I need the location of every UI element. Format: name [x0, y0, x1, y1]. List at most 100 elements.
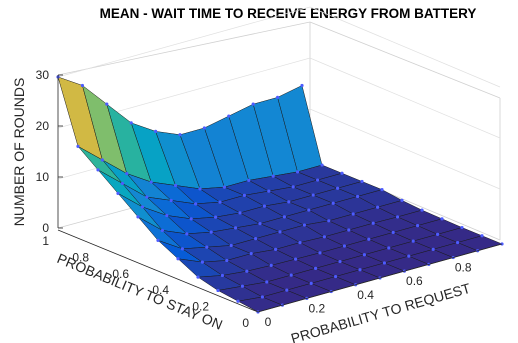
chart-title: MEAN - WAIT TIME TO RECEIVE ENERGY FROM … — [100, 6, 477, 21]
data-point — [396, 215, 400, 219]
data-point — [340, 171, 344, 175]
data-point — [129, 121, 133, 125]
data-point — [356, 194, 360, 199]
data-point — [294, 257, 298, 261]
y-tick-label: 0 — [242, 316, 249, 330]
data-point — [229, 243, 233, 248]
data-point — [316, 178, 320, 182]
data-point — [269, 263, 273, 268]
data-point — [245, 269, 249, 273]
x-tick-label: 0.2 — [308, 301, 325, 315]
z-tick-label: 10 — [36, 170, 50, 184]
data-point — [242, 193, 246, 197]
data-point — [282, 215, 286, 219]
data-point — [174, 183, 178, 188]
data-point — [267, 189, 271, 193]
data-point — [298, 240, 302, 245]
x-tick-label: 0 — [265, 315, 272, 329]
data-point — [291, 185, 295, 189]
data-point — [258, 222, 262, 226]
data-point — [154, 129, 158, 133]
z-tick-label: 0 — [42, 221, 49, 235]
data-point — [460, 225, 464, 230]
y-tick-label: 0.4 — [152, 283, 169, 297]
data-point — [334, 274, 338, 279]
y-tick-labels: 0 0.2 0.4 0.6 0.8 1 — [42, 234, 249, 330]
data-point — [296, 170, 300, 174]
data-point — [169, 198, 173, 203]
data-point — [176, 257, 180, 261]
data-point — [236, 299, 240, 303]
z-axis: 0 10 20 30 NUMBER OF ROUNDS — [11, 68, 63, 235]
data-point — [336, 186, 340, 190]
data-point — [149, 180, 153, 184]
z-gridline — [57, 6, 501, 88]
data-point — [205, 245, 209, 249]
data-point — [200, 260, 204, 264]
data-point — [262, 204, 266, 208]
x-tick-labels: 0 0.2 0.4 0.6 0.8 — [265, 261, 472, 329]
data-point — [271, 174, 275, 178]
data-point — [240, 284, 244, 288]
surface-mesh — [56, 75, 504, 314]
data-point — [327, 219, 331, 223]
data-point — [382, 261, 386, 265]
data-point — [367, 237, 371, 241]
y-axis-line — [57, 229, 259, 313]
data-point — [376, 205, 380, 209]
data-point — [420, 208, 424, 212]
data-point — [411, 239, 415, 243]
y-tick-label: 0.6 — [112, 267, 129, 281]
data-point — [380, 188, 384, 192]
data-point — [105, 102, 109, 106]
data-point — [196, 275, 200, 279]
data-point — [302, 223, 306, 227]
data-point — [274, 247, 278, 251]
data-point — [347, 228, 351, 232]
data-point — [287, 200, 291, 204]
data-point — [351, 212, 355, 216]
data-point — [431, 247, 435, 251]
data-point — [278, 230, 282, 234]
data-point — [227, 114, 231, 118]
data-point — [387, 246, 391, 250]
data-point — [165, 213, 169, 218]
data-point — [358, 268, 362, 272]
z-tick-label: 20 — [36, 119, 50, 133]
data-point — [225, 258, 229, 263]
data-point — [247, 178, 251, 182]
data-point — [218, 200, 222, 204]
data-point — [216, 288, 220, 293]
data-point — [320, 163, 324, 167]
data-point — [222, 185, 226, 189]
data-point — [76, 144, 80, 148]
data-point — [362, 253, 366, 257]
data-point — [180, 247, 184, 251]
data-point — [234, 226, 238, 230]
data-point — [140, 205, 144, 209]
y-tick-label: 0.8 — [72, 250, 89, 264]
data-point — [96, 168, 100, 172]
data-point — [360, 179, 364, 184]
data-point — [500, 242, 504, 246]
data-point — [249, 252, 253, 256]
data-point — [100, 158, 104, 162]
data-point — [456, 240, 460, 245]
y-tick-label: 0.2 — [192, 300, 209, 314]
data-point — [311, 193, 315, 197]
data-point — [185, 232, 189, 236]
data-point — [116, 191, 120, 195]
data-point — [156, 238, 160, 242]
box-edge-back-right-top — [309, 21, 501, 99]
data-point — [160, 228, 164, 233]
x-tick-label: 0.4 — [357, 288, 374, 302]
x-tick-label: 0.8 — [455, 261, 472, 275]
x-axis-line — [257, 243, 503, 313]
z-axis-label: NUMBER OF ROUNDS — [11, 78, 27, 227]
data-point — [254, 237, 258, 241]
data-point — [260, 295, 264, 299]
data-point — [440, 217, 444, 221]
data-point — [307, 208, 311, 212]
z-tick-labels: 0 10 20 30 — [36, 68, 63, 235]
